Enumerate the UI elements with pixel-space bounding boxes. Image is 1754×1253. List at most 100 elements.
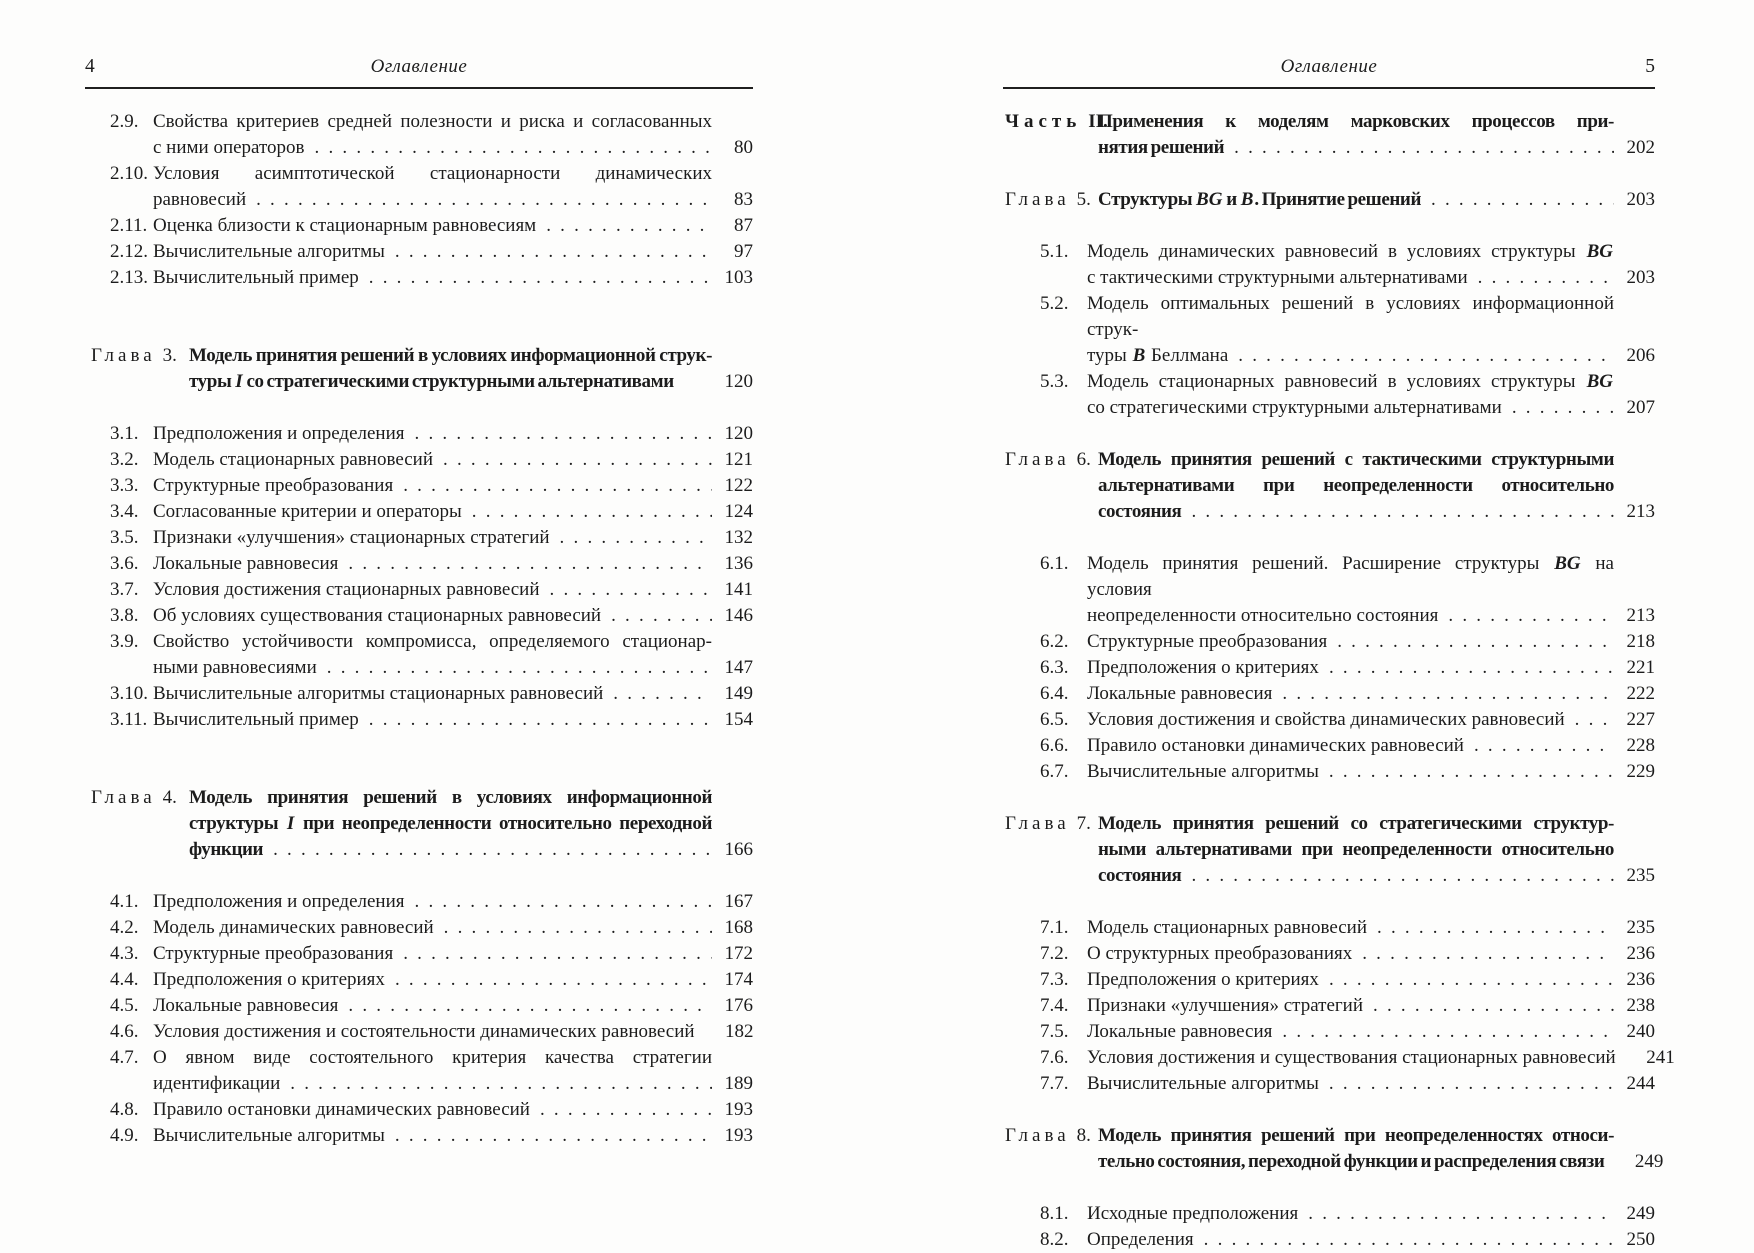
entry-page-ref: 235 [1626,865,1656,886]
entry-lines: Исходные предположения 249 [1087,1201,1655,1227]
entry-lines: Модель стационарных равновесий 121 [153,447,753,473]
entry-number: 4.6. [110,1021,139,1042]
toc-entry: 4.1. Предположения и определения 167 [85,889,753,915]
math-symbol: BG [1586,371,1613,392]
entry-number: 3.10. [110,683,148,704]
entry-lines: Условия достижения и свойства динамическ… [1087,707,1655,733]
dot-leader [395,239,712,265]
entry-text: Исходные предположения [1087,1203,1299,1224]
entry-number: 4.9. [110,1125,139,1146]
toc-entry: 4.9. Вычислительные алгоритмы 193 [85,1123,753,1149]
toc-entry: 4.4. Предположения о критериях 174 [85,967,753,993]
entry-lines: Предположения о критериях 236 [1087,967,1655,993]
entry-number: 2.10. [110,163,148,184]
dot-leader [550,577,712,603]
entry-page-ref: 202 [1626,137,1656,158]
entry-text: Структурные преобразования [153,475,394,496]
entry-number: 8.2. [1040,1229,1069,1250]
entry-text: с тактическими структурными альтернатива… [1087,267,1468,288]
entry-line: Признаки «улучшения» стационарных страте… [153,525,753,551]
entry-line: Модель принятия решений. Расширение стру… [1087,553,1614,600]
entry-line: альтернативами при неопределенности отно… [1098,475,1614,496]
entry-lines: Вычислительные алгоритмы 193 [153,1123,753,1149]
running-head: Оглавление [370,56,468,77]
entry-lines: Условия достижения и состоятельности дин… [153,1019,754,1045]
entry-text: Условия достижения и свойства динамическ… [1087,709,1565,730]
entry-number: 8.1. [1040,1203,1069,1224]
toc-entry: 8.2. Определения 250 [1003,1227,1655,1253]
entry-page-ref: 227 [1626,709,1656,730]
entry-text: Определения [1087,1229,1194,1250]
dot-leader [1191,499,1614,525]
dot-leader [1329,759,1614,785]
toc-entry: 5.3. Модель стационарных равновесий в усл… [1003,369,1655,421]
entry-line: Модель динамических равновесий 168 [153,915,753,941]
entry-number: 7.2. [1040,943,1069,964]
entry-number: 3.1. [110,423,139,444]
entry-line: Модель принятия решений со стратегически… [1098,813,1614,834]
entry-text: Структурные преобразования [1087,631,1328,652]
toc-entry: 6.2. Структурные преобразования 218 [1003,629,1655,655]
toc-entry: 3.8. Об условиях существования стационарн… [85,603,753,629]
entry-number: 4.2. [110,917,139,938]
entry-page-ref: 167 [724,891,754,912]
entry-line: Модель принятия решений при неопределенн… [1098,1125,1614,1146]
entry-text: Локальные равновесия [1087,1021,1273,1042]
dot-leader [1575,707,1614,733]
entry-page-ref: 136 [724,553,754,574]
entry-lines: Локальные равновесия 136 [153,551,753,577]
entry-page-ref: 120 [724,423,754,444]
entry-text: Правило остановки динамических равновеси… [1087,735,1464,756]
toc-entry: 8.1. Исходные предположения 249 [1003,1201,1655,1227]
chapter-label: Глава 7. [1005,813,1091,834]
entry-page-ref: 147 [724,657,754,678]
dot-leader [256,187,712,213]
entry-lines: Признаки «улучшения» стационарных страте… [153,525,753,551]
entry-lines: Определения 250 [1087,1227,1655,1253]
entry-lines: Условия асимптотической стационарности д… [153,161,753,213]
entry-lines: Вычислительные алгоритмы 97 [153,239,753,265]
entry-page-ref: 236 [1626,943,1656,964]
entry-line: Вычислительные алгоритмы 193 [153,1123,753,1149]
entry-line: со стратегическими структурными альтерна… [1087,395,1655,421]
entry-text: Об условиях существования стационарных р… [153,605,602,626]
dot-leader [1512,395,1614,421]
entry-text: Модель динамических равновесий [153,917,434,938]
entry-number: 7.6. [1040,1047,1069,1068]
toc-entry: 3.3. Структурные преобразования 122 [85,473,753,499]
toc-entry: 7.2. О структурных преобразованиях 236 [1003,941,1655,967]
dot-leader [613,681,712,707]
entry-lines: Структурные преобразования 218 [1087,629,1655,655]
entry-number: 7.7. [1040,1073,1069,1094]
dot-leader [1448,603,1614,629]
toc-entry: 7.3. Предположения о критериях 236 [1003,967,1655,993]
entry-line: туры B Беллмана 206 [1087,343,1655,369]
header-rule [85,87,753,89]
math-symbol: B [1132,345,1146,366]
entry-lines: Модель принятия решений при неопределенн… [1098,1123,1663,1175]
entry-lines: Условия достижения стационарных равновес… [153,577,753,603]
entry-page-ref: 120 [724,371,754,392]
toc-entry: Глава 5. Структуры BG и B. Принятие решени… [1003,187,1655,213]
entry-page-ref: 238 [1626,995,1656,1016]
entry-line: ными альтернативами при неопределенности… [1098,839,1614,860]
chapter-label-word: Глава [1005,1125,1070,1146]
toc-entry: 3.10. Вычислительные алгоритмы стационарн… [85,681,753,707]
dot-leader [290,1071,712,1097]
entry-text: с ними операторов [153,137,305,158]
dot-leader [1234,135,1614,161]
entry-text: Локальные равновесия [153,995,339,1016]
entry-lines: Правило остановки динамических равновеси… [153,1097,753,1123]
entry-number: 7.4. [1040,995,1069,1016]
entry-lines: Вычислительные алгоритмы стационарных ра… [153,681,753,707]
entry-number: 3.8. [110,605,139,626]
toc-entry: 3.1. Предположения и определения 120 [85,421,753,447]
entry-text: Модель стационарных равновесий [1087,917,1367,938]
dot-leader [1191,863,1614,889]
entry-text: Условия достижения и существования стаци… [1087,1047,1616,1068]
math-symbol: I [235,371,243,392]
folio: 4 [85,56,95,77]
toc-entry: 4.8. Правило остановки динамических равно… [85,1097,753,1123]
entry-page-ref: 154 [724,709,754,730]
entry-line: Модель принятия решений в условиях инфор… [189,787,712,808]
